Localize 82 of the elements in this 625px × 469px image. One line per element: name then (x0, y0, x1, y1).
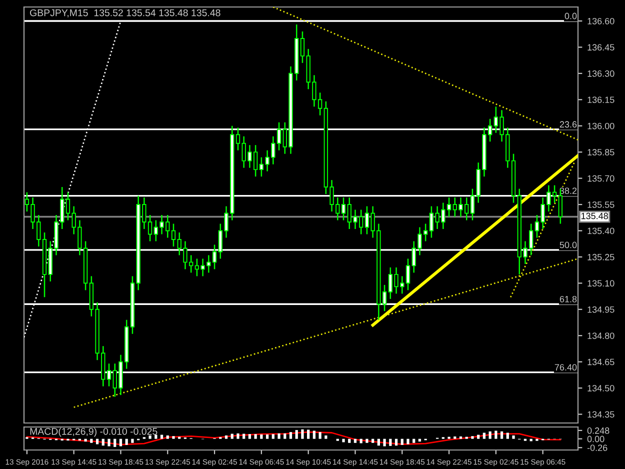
bar (389, 438, 392, 446)
y-tick-label: 135.10 (588, 280, 614, 287)
y-tick-label: 136.00 (588, 122, 614, 130)
bar (512, 435, 515, 439)
annotation: 61.8 (560, 296, 577, 302)
bar (154, 434, 158, 439)
y-tick-label: 135.70 (588, 175, 614, 182)
bar (172, 436, 175, 439)
bar (471, 436, 474, 439)
y-tick-label: 136.15 (588, 96, 614, 103)
bar (84, 438, 87, 442)
bar (377, 438, 380, 446)
bar (324, 435, 328, 439)
bar (477, 434, 480, 439)
bar (482, 432, 486, 439)
bar (248, 434, 252, 439)
y-tick-label: 134.35 (588, 411, 614, 418)
chart-title: MACD(12,26,9) -0.010 -0.025 (30, 428, 158, 437)
bar (102, 438, 104, 446)
bar (284, 433, 286, 439)
candlestick (406, 258, 410, 291)
bar (295, 430, 298, 439)
bar (260, 434, 263, 439)
bar (160, 434, 164, 439)
bar (342, 438, 345, 442)
bar (312, 430, 316, 439)
annotation: 50.0 (560, 242, 577, 248)
bar (289, 432, 292, 439)
bar (366, 438, 368, 443)
y-tick-label: 135.25 (588, 254, 614, 260)
y-tick-label: 0.248 (587, 427, 610, 434)
bar (400, 438, 404, 445)
y-tick-label: 134.50 (588, 385, 614, 392)
annotation: 0.0 (564, 12, 577, 20)
bar (307, 430, 310, 439)
bar (254, 434, 257, 439)
bar (242, 434, 246, 439)
y-tick-label: 136.30 (588, 70, 614, 77)
bar (272, 434, 274, 439)
bar (301, 429, 304, 439)
bar (108, 438, 110, 446)
ref-line-label: 135.48 (581, 212, 608, 220)
bar (148, 435, 152, 439)
y-tick-label: 136.45 (588, 44, 614, 51)
y-tick-label: 136.60 (588, 18, 614, 24)
bar (371, 438, 374, 443)
candlestick (171, 223, 176, 248)
bar (125, 438, 128, 445)
bar (114, 438, 116, 447)
bar (166, 435, 169, 439)
bar (90, 438, 93, 443)
bar (459, 436, 462, 439)
chart-title: GBPJPY,M15 135.52 135.54 135.48 135.48 (30, 9, 220, 18)
y-tick-label: 135.85 (588, 149, 614, 156)
bar (236, 433, 240, 439)
y-tick-label: 134.80 (588, 332, 614, 339)
bar (230, 434, 234, 439)
bar (406, 438, 410, 444)
bar (500, 431, 504, 439)
bar (488, 431, 492, 439)
bar (494, 430, 498, 439)
y-tick-label: 135.40 (588, 228, 614, 234)
bar (348, 438, 351, 443)
y-tick-label: 134.95 (588, 306, 614, 313)
bar (354, 438, 357, 443)
y-tick-label: 135.55 (588, 201, 614, 208)
bar (412, 438, 416, 443)
bar (394, 438, 398, 446)
bar (224, 435, 228, 439)
bar (454, 436, 456, 439)
bar (119, 438, 122, 446)
annotation: 23.6 (560, 121, 577, 128)
annotation: 76.40 (554, 364, 577, 371)
bar (383, 438, 386, 446)
y-tick-label: 0.00 (587, 436, 604, 442)
bar (278, 433, 280, 439)
bar (506, 432, 509, 439)
y-tick-label: 134.65 (588, 358, 614, 366)
y-tick-label: -0.26 (587, 444, 608, 451)
bar (131, 438, 134, 443)
bar (318, 432, 322, 439)
bar (266, 434, 269, 439)
